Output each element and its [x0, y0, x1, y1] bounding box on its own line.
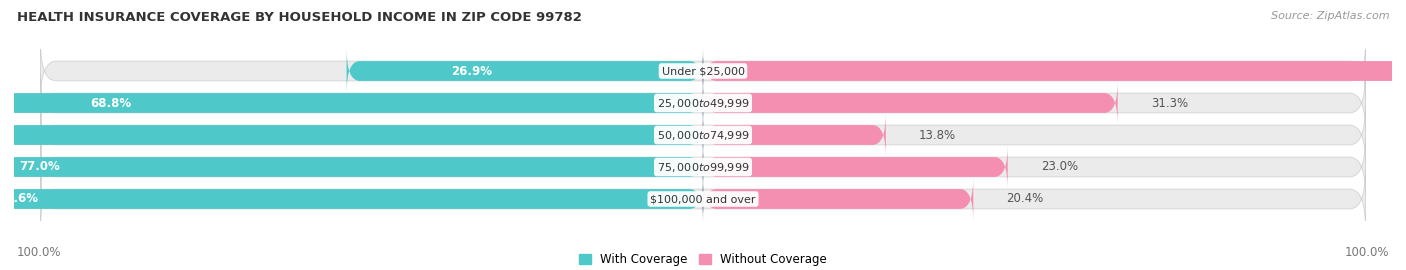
Text: 100.0%: 100.0%	[1344, 246, 1389, 259]
Text: $100,000 and over: $100,000 and over	[650, 194, 756, 204]
FancyBboxPatch shape	[41, 139, 1365, 195]
Text: 20.4%: 20.4%	[1007, 193, 1043, 205]
Text: 23.0%: 23.0%	[1040, 160, 1078, 174]
FancyBboxPatch shape	[703, 81, 1118, 125]
FancyBboxPatch shape	[0, 81, 703, 125]
FancyBboxPatch shape	[703, 177, 973, 221]
Text: 68.8%: 68.8%	[90, 96, 131, 110]
FancyBboxPatch shape	[0, 113, 703, 157]
Legend: With Coverage, Without Coverage: With Coverage, Without Coverage	[574, 248, 832, 270]
FancyBboxPatch shape	[0, 145, 703, 189]
Text: $50,000 to $74,999: $50,000 to $74,999	[657, 129, 749, 141]
FancyBboxPatch shape	[41, 42, 1365, 99]
FancyBboxPatch shape	[347, 49, 703, 93]
Text: 31.3%: 31.3%	[1152, 96, 1188, 110]
Text: 100.0%: 100.0%	[17, 246, 62, 259]
FancyBboxPatch shape	[41, 75, 1365, 131]
Text: $25,000 to $49,999: $25,000 to $49,999	[657, 96, 749, 110]
FancyBboxPatch shape	[41, 107, 1365, 163]
Text: Under $25,000: Under $25,000	[661, 66, 745, 76]
FancyBboxPatch shape	[0, 177, 703, 221]
FancyBboxPatch shape	[703, 49, 1406, 93]
Text: 77.0%: 77.0%	[20, 160, 60, 174]
Text: 79.6%: 79.6%	[0, 193, 38, 205]
Text: $75,000 to $99,999: $75,000 to $99,999	[657, 160, 749, 174]
FancyBboxPatch shape	[703, 113, 886, 157]
Text: Source: ZipAtlas.com: Source: ZipAtlas.com	[1271, 11, 1389, 21]
Text: 26.9%: 26.9%	[451, 65, 492, 77]
Text: 13.8%: 13.8%	[920, 129, 956, 141]
FancyBboxPatch shape	[703, 145, 1008, 189]
FancyBboxPatch shape	[41, 171, 1365, 228]
Text: HEALTH INSURANCE COVERAGE BY HOUSEHOLD INCOME IN ZIP CODE 99782: HEALTH INSURANCE COVERAGE BY HOUSEHOLD I…	[17, 11, 582, 24]
